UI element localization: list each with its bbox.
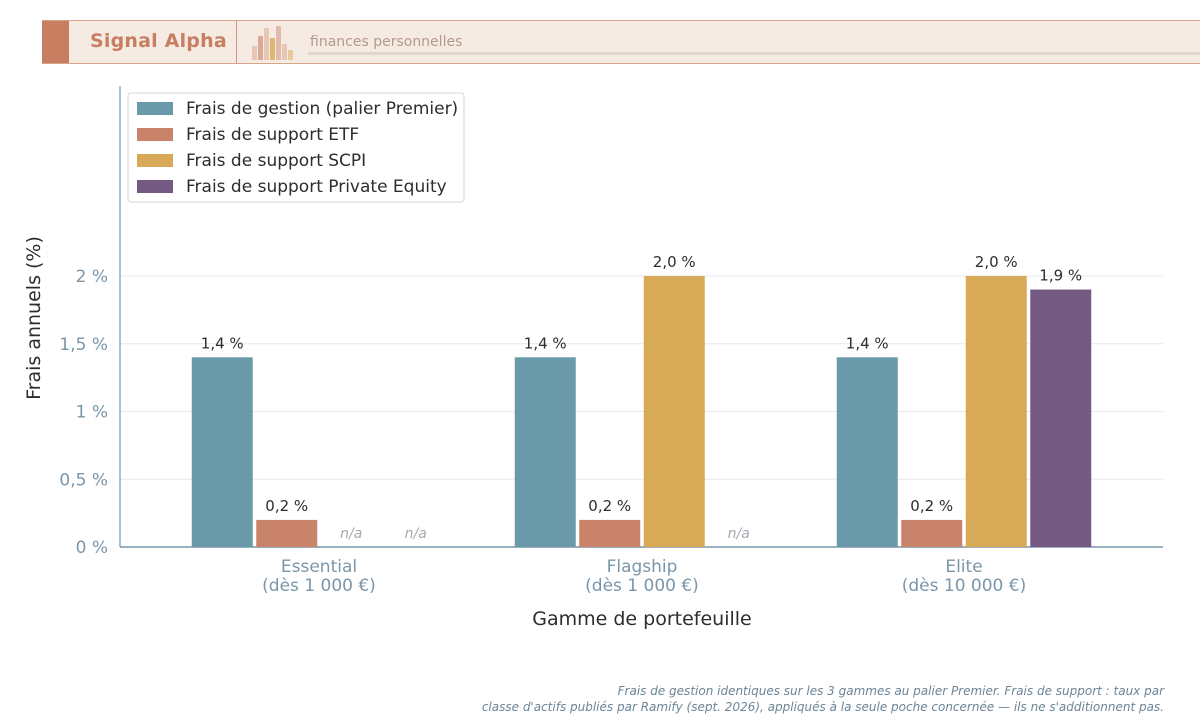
legend-swatch xyxy=(137,128,173,141)
na-label: n/a xyxy=(728,526,750,542)
brand-name[interactable]: Signal Alpha xyxy=(90,30,227,52)
bar xyxy=(579,519,641,547)
bar xyxy=(191,357,253,547)
bar xyxy=(901,519,963,547)
y-tick-label: 0 % xyxy=(76,538,108,558)
footnote-line-2: classe d'actifs publiés par Ramify (sept… xyxy=(481,700,1164,714)
bar xyxy=(256,519,318,547)
brand-color-block xyxy=(42,21,69,63)
na-label: n/a xyxy=(340,526,362,542)
legend-swatch xyxy=(137,180,173,193)
footnote: Frais de gestion identiques sur les 3 ga… xyxy=(264,683,1164,715)
tagline-underline xyxy=(308,52,1200,55)
x-tick-sublabel: (dès 1 000 €) xyxy=(585,576,699,596)
legend-swatch xyxy=(137,102,173,115)
data-label: 1,4 % xyxy=(846,334,889,352)
data-label: 1,4 % xyxy=(524,334,567,352)
data-label: 0,2 % xyxy=(910,497,953,515)
data-label: 1,9 % xyxy=(1039,267,1082,285)
y-tick-label: 1,5 % xyxy=(59,335,108,355)
bar-chart-logo-icon xyxy=(252,26,293,60)
x-axis-title: Gamme de portefeuille xyxy=(532,608,751,630)
site-header: Signal Alpha finances personnelles xyxy=(42,20,1200,64)
x-tick-label: Elite xyxy=(945,557,982,577)
legend-box xyxy=(127,92,465,203)
y-tick-label: 0,5 % xyxy=(59,470,108,490)
y-axis-title: Frais annuels (%) xyxy=(23,236,45,400)
bar xyxy=(836,357,898,547)
bar xyxy=(514,357,576,547)
data-label: 1,4 % xyxy=(201,334,244,352)
data-label: 0,2 % xyxy=(265,497,308,515)
na-label: n/a xyxy=(405,526,427,542)
x-tick-label: Flagship xyxy=(607,557,678,577)
data-label: 2,0 % xyxy=(975,253,1018,271)
bar xyxy=(1030,289,1092,547)
x-tick-sublabel: (dès 1 000 €) xyxy=(262,576,376,596)
y-tick-label: 2 % xyxy=(76,267,108,287)
bar xyxy=(643,276,705,547)
legend-entry: Frais de support SCPI xyxy=(186,151,366,171)
tagline: finances personnelles xyxy=(310,34,463,50)
data-label: 0,2 % xyxy=(588,497,631,515)
legend-entry: Frais de support Private Equity xyxy=(186,177,447,197)
bar xyxy=(965,276,1027,547)
footnote-line-1: Frais de gestion identiques sur les 3 ga… xyxy=(617,684,1164,698)
legend-entry: Frais de support ETF xyxy=(186,125,359,145)
x-tick-sublabel: (dès 10 000 €) xyxy=(902,576,1026,596)
legend-entry: Frais de gestion (palier Premier) xyxy=(186,99,458,119)
legend-swatch xyxy=(137,154,173,167)
y-tick-label: 1 % xyxy=(76,403,108,423)
data-label: 2,0 % xyxy=(653,253,696,271)
header-divider xyxy=(236,21,237,63)
x-tick-label: Essential xyxy=(281,557,357,577)
